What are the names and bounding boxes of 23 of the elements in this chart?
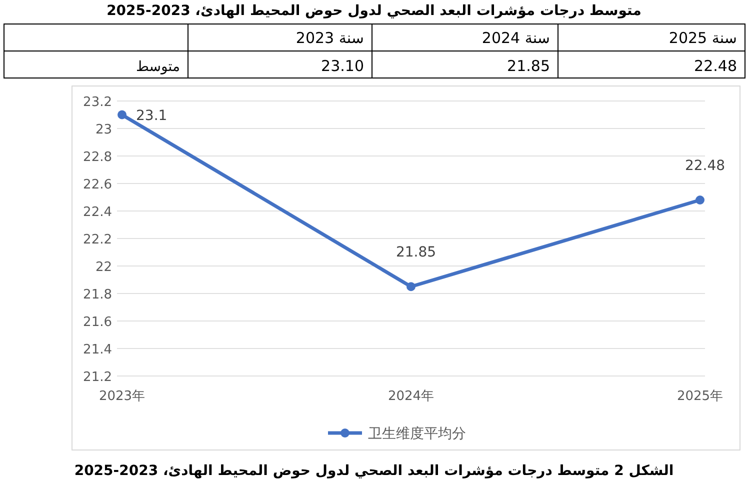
y-tick-label: 21.4 [83, 342, 112, 358]
y-tick-label: 23.2 [83, 95, 112, 110]
data-label: 21.85 [396, 244, 436, 261]
x-tick-label: 2023年 [98, 389, 146, 404]
point [406, 282, 416, 292]
legend-label: 卫生维度平均分 [368, 426, 466, 442]
x-tick-label: 2025年 [676, 389, 724, 404]
y-tick-label: 22.2 [83, 232, 112, 248]
y-tick-label: 22.8 [83, 150, 112, 165]
y-tick-label: 23 [95, 122, 112, 138]
text: الشكل 2 متوسط درجات مؤشرات البعد الصحي لدول حوض المحيط الهادئ، 2023-2025 [74, 463, 674, 479]
x-tick-label: 2024年 [388, 389, 434, 404]
data-label: 23.1 [136, 108, 168, 124]
y-tick-label: 22 [95, 260, 112, 275]
y-tick-label: 21.2 [83, 370, 112, 385]
point [696, 196, 704, 204]
chart-title: متوسط درجات مؤشرات البعد الصحي لدول حوض المحيط الهادئ، 2023-2025 [106, 3, 642, 19]
y-tick-label: 21.6 [83, 315, 112, 330]
data-label: 22.48 [684, 158, 726, 174]
y-tick-label: 22.6 [83, 178, 112, 192]
y-tick-label: 21.8 [83, 288, 112, 302]
y-tick-label: 22.4 [83, 205, 112, 220]
point [118, 110, 126, 120]
